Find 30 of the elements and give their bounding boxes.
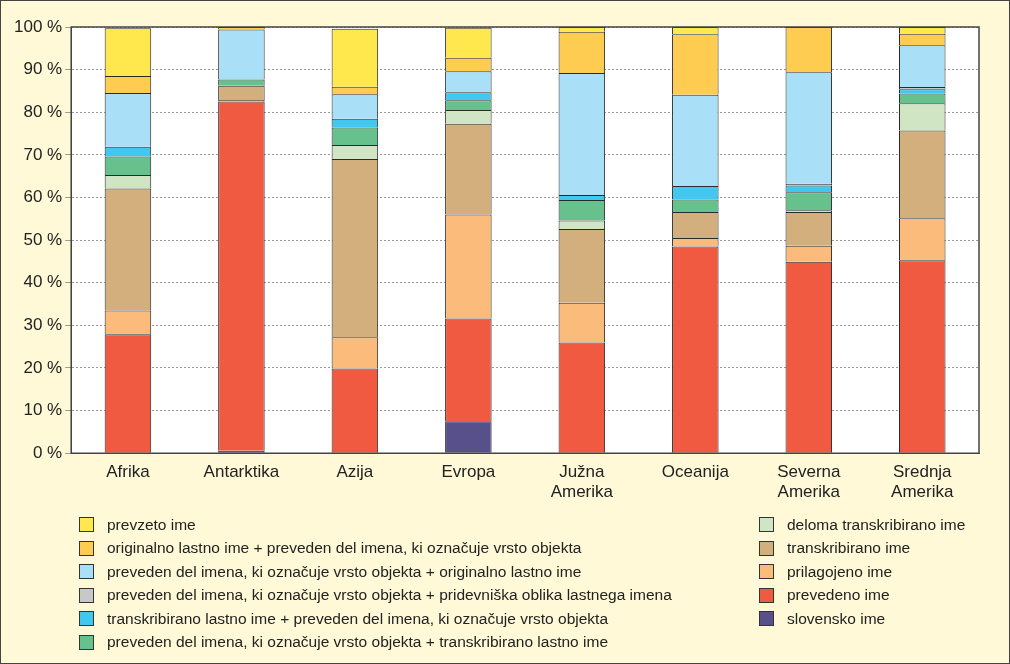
y-tick-label: 10 %	[23, 400, 63, 420]
x-tick-label: Evropa	[441, 462, 496, 482]
y-tick-label: 100 %	[14, 16, 63, 36]
x-tick-label: Južna Amerika	[550, 462, 614, 502]
legend-label: prevedeno ime	[787, 586, 890, 605]
legend-label: preveden del imena, ki označuje vrsto objekta + transkribirano lastno ime	[107, 633, 609, 652]
y-tick-label: 30 %	[23, 315, 63, 335]
legend-label: transkribirano lastno ime + preveden del imena, ki označuje vrsto objekta	[107, 609, 609, 628]
y-tick-label: 70 %	[23, 144, 63, 164]
y-tick-label: 50 %	[23, 229, 63, 249]
legend-label: deloma transkribirano ime	[787, 515, 966, 534]
x-tick-label: Srednja Amerika	[891, 462, 954, 502]
legend-label: prevzeto ime	[107, 515, 196, 534]
legend-label: prilagojeno ime	[787, 562, 893, 581]
y-tick-label: 20 %	[23, 357, 63, 377]
legend-label: slovensko ime	[787, 609, 886, 628]
x-tick-label: Severna Amerika	[777, 462, 841, 502]
x-tick-label: Azija	[336, 462, 374, 482]
legend-label: originalno lastno ime + preveden del imena, ki označuje vrsto objekta	[107, 539, 582, 558]
y-tick-label: 80 %	[23, 101, 63, 121]
x-tick-label: Afrika	[106, 462, 151, 482]
y-tick-label: 40 %	[23, 272, 63, 292]
legend-label: preveden del imena, ki označuje vrsto objekta + pridevniška oblika lastnega imena	[107, 586, 672, 605]
legend-label: transkribirano ime	[787, 539, 911, 558]
legend-label: preveden del imena, ki označuje vrsto objekta + originalno lastno ime	[107, 562, 582, 581]
y-tick-label: 0 %	[32, 442, 63, 462]
y-tick-label: 60 %	[23, 187, 63, 207]
x-tick-label: Antarktika	[203, 462, 280, 482]
y-tick-label: 90 %	[23, 59, 63, 79]
x-tick-label: Oceanija	[661, 462, 730, 482]
